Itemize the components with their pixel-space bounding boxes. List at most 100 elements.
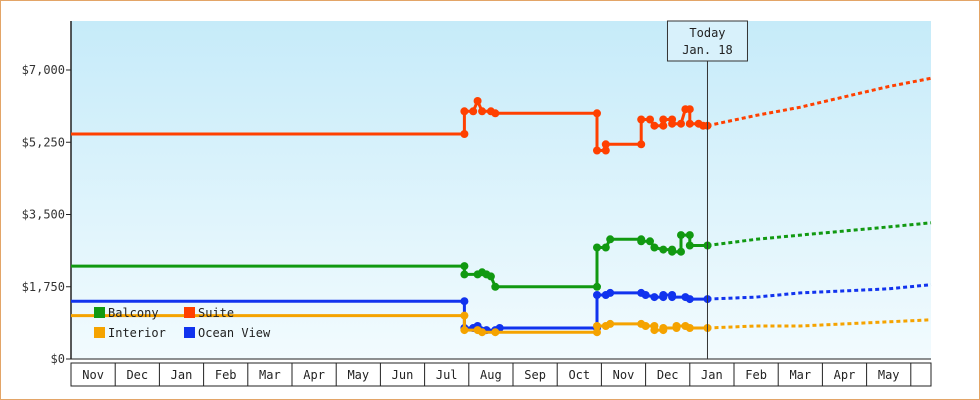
legend-swatch bbox=[184, 327, 195, 338]
legend-swatch bbox=[94, 307, 105, 318]
data-point bbox=[460, 311, 469, 320]
data-point bbox=[593, 322, 601, 330]
data-point bbox=[601, 243, 610, 252]
data-point bbox=[685, 119, 694, 128]
data-point bbox=[606, 319, 615, 328]
data-point bbox=[593, 243, 601, 252]
series-interior bbox=[71, 311, 932, 337]
x-tick-label: May bbox=[347, 368, 369, 382]
data-point bbox=[606, 288, 615, 297]
legend-label: Ocean View bbox=[198, 326, 271, 340]
today-label: Today bbox=[689, 26, 725, 40]
data-point bbox=[460, 130, 469, 138]
x-tick-label: Nov bbox=[613, 368, 635, 382]
data-point bbox=[460, 107, 469, 116]
x-tick-label: Apr bbox=[834, 368, 856, 382]
data-point bbox=[659, 291, 668, 299]
data-point bbox=[460, 326, 469, 335]
today-date: Jan. 18 bbox=[682, 43, 733, 57]
x-tick-label: Apr bbox=[303, 368, 325, 382]
x-tick-label: Nov bbox=[82, 368, 104, 382]
x-tick-label: Oct bbox=[568, 368, 590, 382]
data-point bbox=[460, 297, 469, 306]
data-point bbox=[659, 121, 668, 130]
data-point bbox=[650, 293, 659, 302]
data-point bbox=[637, 115, 646, 124]
data-point bbox=[637, 140, 646, 149]
x-tick-label: Mar bbox=[259, 368, 281, 382]
data-point bbox=[637, 237, 646, 246]
data-point bbox=[593, 282, 601, 291]
data-point bbox=[478, 107, 487, 116]
x-tick-label: Sep bbox=[524, 368, 546, 382]
data-point bbox=[641, 291, 650, 299]
x-tick-label: Feb bbox=[215, 368, 237, 382]
data-point bbox=[659, 324, 668, 332]
data-point bbox=[685, 105, 694, 114]
data-point bbox=[460, 270, 469, 279]
legend-swatch bbox=[184, 307, 195, 318]
data-point bbox=[601, 146, 610, 155]
series-forecast-line bbox=[707, 318, 932, 330]
data-point bbox=[593, 146, 601, 155]
data-point bbox=[646, 115, 654, 124]
series-forecast-line bbox=[707, 283, 932, 301]
x-tick-label: Jul bbox=[436, 368, 458, 382]
data-point bbox=[677, 119, 685, 128]
data-point bbox=[593, 328, 601, 337]
x-tick-label: Aug bbox=[480, 368, 502, 382]
series-balcony bbox=[71, 221, 932, 291]
y-tick-label: $7,000 bbox=[22, 63, 65, 77]
x-tick-label: Jun bbox=[392, 368, 414, 382]
data-point bbox=[685, 231, 694, 240]
data-point bbox=[668, 293, 677, 302]
data-point bbox=[672, 322, 681, 330]
data-point bbox=[677, 247, 685, 256]
series-forecast-line bbox=[707, 221, 932, 247]
x-tick-label: Jan bbox=[171, 368, 193, 382]
data-point bbox=[650, 243, 659, 252]
today-marker: Today Jan. 18 bbox=[666, 20, 748, 359]
data-point bbox=[593, 291, 601, 299]
data-point bbox=[606, 235, 615, 244]
legend-label: Suite bbox=[198, 306, 234, 320]
x-tick-label: May bbox=[878, 368, 900, 382]
data-point bbox=[641, 322, 650, 330]
x-tick-label: Dec bbox=[657, 368, 679, 382]
x-tick-label: Feb bbox=[745, 368, 767, 382]
data-point bbox=[668, 247, 677, 256]
data-point bbox=[646, 237, 654, 246]
data-point bbox=[685, 324, 694, 332]
data-point bbox=[478, 328, 487, 337]
x-tick-label: Mar bbox=[789, 368, 811, 382]
data-point bbox=[685, 295, 694, 304]
series-suite bbox=[71, 76, 932, 155]
data-point bbox=[473, 97, 482, 105]
today-box bbox=[666, 20, 748, 62]
legend-swatch bbox=[94, 327, 105, 338]
data-point bbox=[460, 262, 469, 271]
data-point bbox=[593, 109, 601, 118]
data-point bbox=[491, 109, 500, 118]
data-point bbox=[659, 245, 668, 254]
legend-label: Interior bbox=[108, 326, 166, 340]
series-forecast-line bbox=[707, 76, 932, 128]
data-point bbox=[491, 328, 500, 337]
x-tick-label: Dec bbox=[126, 368, 148, 382]
data-point bbox=[668, 119, 677, 128]
data-point bbox=[677, 231, 685, 240]
legend: Balcony Suite Interior Ocean View bbox=[94, 306, 271, 340]
x-tick-label: Jan bbox=[701, 368, 723, 382]
data-point bbox=[469, 107, 478, 116]
data-point bbox=[650, 121, 659, 130]
y-tick-label: $0 bbox=[51, 352, 65, 366]
data-point bbox=[659, 115, 668, 124]
data-point bbox=[491, 282, 500, 291]
data-point bbox=[486, 272, 495, 281]
data-point bbox=[685, 241, 694, 250]
y-tick-label: $5,250 bbox=[22, 135, 65, 149]
series-ocean-view bbox=[71, 283, 932, 335]
y-tick-label: $3,500 bbox=[22, 208, 65, 222]
